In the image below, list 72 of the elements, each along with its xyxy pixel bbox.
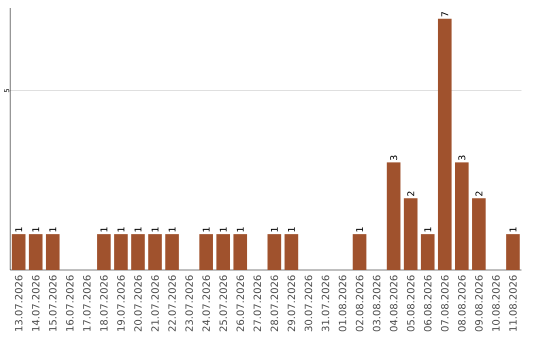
- x-tick-label: 04.08.2026: [390, 275, 398, 332]
- bar: [284, 234, 298, 270]
- data-label: 2: [475, 192, 482, 196]
- x-tick-label: 20.07.2026: [134, 275, 142, 332]
- bar: [97, 234, 111, 270]
- x-tick-label: 02.08.2026: [356, 275, 364, 332]
- bar: [386, 162, 400, 270]
- x-tick-label: 05.08.2026: [406, 275, 414, 332]
- bar: [268, 234, 282, 270]
- data-label: 1: [356, 227, 363, 232]
- x-tick-label: 31.07.2026: [322, 275, 330, 332]
- data-label: 1: [270, 227, 278, 232]
- x-tick-label: 10.08.2026: [492, 275, 500, 331]
- x-tick-label: 28.07.2026: [270, 275, 278, 332]
- x-tick-label: 29.07.2026: [288, 275, 296, 332]
- x-tick-label: 03.08.2026: [372, 275, 380, 332]
- x-tick-label: 17.07.2026: [83, 275, 91, 331]
- data-label: 1: [118, 227, 124, 232]
- bar: [506, 234, 520, 270]
- x-tick-label: 06.08.2026: [424, 275, 432, 332]
- bar: [352, 234, 366, 270]
- data-label: 1: [236, 227, 244, 232]
- x-tick-label: 07.08.2026: [440, 275, 449, 332]
- data-label: 1: [510, 227, 516, 232]
- data-label: 1: [32, 227, 40, 232]
- x-tick-label: 01.08.2026: [338, 275, 346, 332]
- data-label: 1: [424, 227, 432, 232]
- data-label: 1: [168, 227, 176, 232]
- bar: [165, 234, 179, 270]
- x-tick-label: 19.07.2026: [117, 275, 125, 331]
- x-tick-label: 24.07.2026: [202, 275, 210, 332]
- bar: [420, 234, 435, 270]
- bar: [455, 162, 469, 270]
- x-tick-label: 23.07.2026: [185, 275, 193, 332]
- x-tick-label: 21.07.2026: [151, 275, 159, 332]
- x-tick-label: 11.08.2026: [509, 275, 517, 331]
- x-tick-label: 27.07.2026: [254, 275, 262, 332]
- bar: [131, 234, 145, 270]
- x-tick-label: 08.08.2026: [458, 275, 466, 332]
- data-label: 2: [407, 192, 414, 196]
- x-tick-label: 30.07.2026: [304, 275, 312, 332]
- x-tick-label: 13.07.2026: [14, 275, 22, 331]
- x-tick-label: 14.07.2026: [32, 275, 40, 331]
- data-label: 3: [458, 156, 466, 160]
- data-label: 1: [15, 227, 22, 232]
- x-tick-label: 16.07.2026: [66, 275, 74, 331]
- data-label: 1: [49, 227, 56, 232]
- bar: [233, 234, 248, 270]
- bar: [12, 234, 26, 270]
- x-tick-label: 22.07.2026: [168, 275, 176, 332]
- data-label: 7: [441, 12, 448, 16]
- bar: [148, 234, 162, 270]
- x-tick-label: 09.08.2026: [475, 275, 483, 332]
- x-tick-label: 15.07.2026: [48, 275, 57, 331]
- data-label: 1: [288, 227, 295, 232]
- bar: [216, 234, 230, 270]
- data-label: 1: [220, 227, 227, 232]
- x-tick-label: 26.07.2026: [236, 275, 244, 332]
- data-label: 3: [390, 156, 398, 160]
- bar: [472, 198, 486, 270]
- bar: [404, 198, 418, 270]
- data-label: 1: [202, 227, 210, 232]
- x-tick-label: 18.07.2026: [100, 275, 108, 331]
- bar: [199, 234, 213, 270]
- x-tick-label: 25.07.2026: [219, 275, 227, 332]
- bar: [114, 234, 128, 270]
- data-label: 1: [152, 227, 158, 232]
- data-label: 1: [100, 227, 108, 232]
- bar: [438, 18, 452, 270]
- bar: [46, 234, 60, 270]
- data-label: 1: [134, 227, 142, 232]
- bar: [28, 234, 43, 270]
